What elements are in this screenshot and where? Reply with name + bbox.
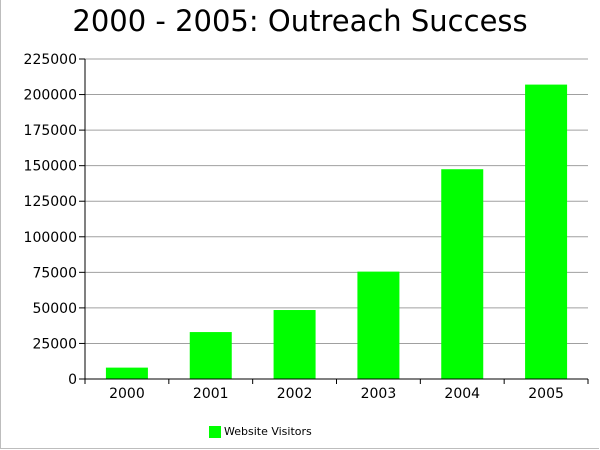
bar-2005: [525, 84, 568, 379]
gridlines: [85, 58, 588, 344]
x-tick-label: 2004: [444, 386, 480, 402]
x-tick-label: 2005: [528, 386, 564, 402]
y-tick-label: 125000: [24, 194, 77, 210]
bar-2001: [189, 332, 232, 379]
legend-swatch: [209, 425, 221, 438]
y-tick-label: 75000: [32, 265, 77, 281]
chart-title: 2000 - 2005: Outreach Success: [72, 4, 528, 38]
y-tick-label: 150000: [24, 159, 77, 175]
y-tick-label: 50000: [32, 301, 77, 317]
x-tick-label: 2002: [277, 386, 313, 402]
x-tick-label: 2001: [193, 386, 229, 402]
y-tick-label: 25000: [32, 336, 77, 352]
bar-2004: [441, 169, 484, 379]
y-tick-label: 200000: [24, 88, 77, 104]
legend: Website Visitors: [209, 425, 312, 438]
y-tick-label: 100000: [24, 230, 77, 246]
y-tick-label: 225000: [24, 52, 77, 68]
x-tick-label: 2000: [109, 386, 145, 402]
bar-2003: [357, 271, 400, 379]
legend-label: Website Visitors: [224, 425, 312, 438]
y-tick-label: 175000: [24, 123, 77, 139]
bars: [105, 84, 568, 379]
x-tick-label: 2003: [361, 386, 397, 402]
axes: [84, 59, 588, 380]
bar-2000: [105, 367, 148, 379]
bar-2002: [273, 310, 316, 379]
y-ticks: 0 25000 50000 75000 100000 125000 150000 175000…: [24, 52, 85, 388]
y-tick-label: 0: [68, 372, 77, 388]
x-ticks: 2000 2001 2002 2003 2004 2005: [84, 379, 589, 402]
